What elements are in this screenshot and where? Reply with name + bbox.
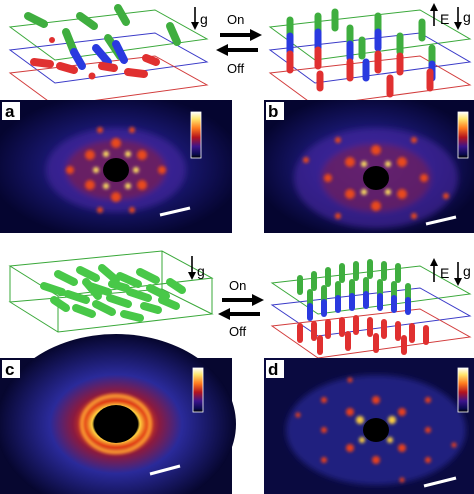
panel-label-a: a <box>5 102 15 121</box>
switch-arrows-bottom: On Off <box>218 278 264 339</box>
schematic-top-right: E g <box>268 3 472 107</box>
gravity-label-2: g <box>463 9 471 25</box>
panel-c: c <box>0 334 236 494</box>
schematic-bottom-right: E g <box>270 258 472 359</box>
switch-arrows-top: On Off <box>216 12 262 76</box>
off-label-top: Off <box>227 61 244 76</box>
gravity-label-1: g <box>200 11 208 27</box>
schematic-top-left: g <box>8 4 209 107</box>
panel-label-b: b <box>268 102 278 121</box>
field-label-1: E <box>440 11 449 27</box>
panel-label-c: c <box>5 360 14 379</box>
on-label-bottom: On <box>229 278 246 293</box>
gravity-label-4: g <box>463 263 471 279</box>
off-label-bottom: Off <box>229 324 246 339</box>
panel-b: b <box>264 100 474 233</box>
gravity-label-3: g <box>197 263 205 279</box>
schematic-bottom-left: g <box>8 250 214 333</box>
panel-a: a <box>0 100 232 233</box>
on-label-top: On <box>227 12 244 27</box>
panel-d: d <box>264 358 474 494</box>
field-label-2: E <box>440 265 449 281</box>
panel-label-d: d <box>268 360 278 379</box>
